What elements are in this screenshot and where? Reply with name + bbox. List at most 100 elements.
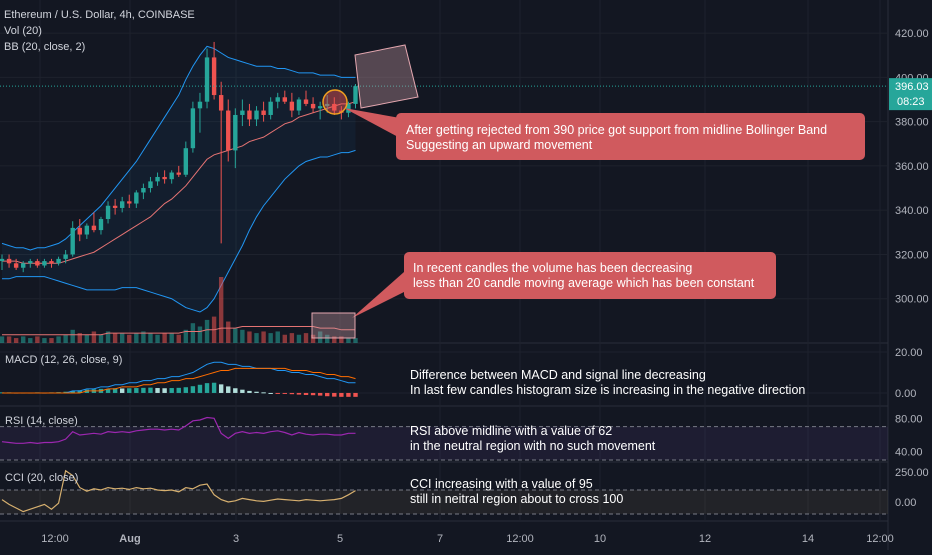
volume-bar[interactable] xyxy=(169,333,174,343)
volume-bar[interactable] xyxy=(289,333,295,343)
macd-histogram-bar[interactable] xyxy=(169,388,174,393)
volume-bar[interactable] xyxy=(183,329,189,343)
candle-body[interactable] xyxy=(162,176,167,180)
candle-body[interactable] xyxy=(141,188,146,193)
candle-body[interactable] xyxy=(218,95,224,111)
macd-histogram-bar[interactable] xyxy=(162,388,167,393)
candle-body[interactable] xyxy=(148,181,153,189)
volume-bar[interactable] xyxy=(98,334,104,343)
candle-body[interactable] xyxy=(77,227,82,235)
macd-histogram-bar[interactable] xyxy=(233,388,238,393)
volume-callout-box[interactable] xyxy=(404,252,776,299)
volume-bar[interactable] xyxy=(49,338,54,343)
volume-bar[interactable] xyxy=(148,333,153,343)
candle-body[interactable] xyxy=(49,261,54,264)
volume-bar[interactable] xyxy=(21,336,26,343)
volume-bar[interactable] xyxy=(105,331,111,343)
volume-bar[interactable] xyxy=(134,333,139,343)
volume-bar[interactable] xyxy=(247,331,252,343)
volume-bar[interactable] xyxy=(303,333,309,343)
volume-bar[interactable] xyxy=(275,331,280,343)
candle-body[interactable] xyxy=(325,103,330,107)
candle-body[interactable] xyxy=(105,205,111,220)
volume-bar[interactable] xyxy=(162,333,167,343)
volume-bar[interactable] xyxy=(77,333,82,343)
macd-histogram-bar[interactable] xyxy=(296,392,302,395)
macd-histogram-bar[interactable] xyxy=(204,383,210,393)
volume-bar[interactable] xyxy=(204,319,210,343)
macd-histogram-bar[interactable] xyxy=(282,392,287,394)
candle-body[interactable] xyxy=(42,261,47,266)
candle-body[interactable] xyxy=(332,103,337,111)
candle-body[interactable] xyxy=(119,201,125,208)
volume-bar[interactable] xyxy=(42,338,47,343)
cci-legend[interactable]: CCI (20, close) xyxy=(5,472,78,484)
volume-bar[interactable] xyxy=(63,334,68,343)
candle-body[interactable] xyxy=(21,263,26,268)
macd-histogram-bar[interactable] xyxy=(240,389,245,393)
macd-histogram-bar[interactable] xyxy=(105,388,111,393)
candle-body[interactable] xyxy=(98,219,104,231)
macd-histogram-bar[interactable] xyxy=(127,388,132,393)
volume-bar[interactable] xyxy=(332,336,337,343)
candle-body[interactable] xyxy=(254,110,259,120)
macd-histogram-bar[interactable] xyxy=(332,392,337,397)
volume-bar[interactable] xyxy=(0,336,5,343)
macd-histogram-bar[interactable] xyxy=(190,386,196,393)
time-axis[interactable]: 12:00 Aug 3 5 7 12:00 10 12 14 12:00 xyxy=(41,533,894,545)
candle-body[interactable] xyxy=(70,227,75,255)
candle-body[interactable] xyxy=(6,258,12,264)
candle-body[interactable] xyxy=(317,106,323,109)
volume-bar[interactable] xyxy=(84,334,90,343)
rsi-legend[interactable]: RSI (14, close) xyxy=(5,415,78,427)
drawing-overlays[interactable] xyxy=(311,44,865,339)
candle-body[interactable] xyxy=(310,103,316,109)
volume-bar[interactable] xyxy=(127,334,132,343)
candle-body[interactable] xyxy=(268,101,273,115)
macd-histogram-bar[interactable] xyxy=(176,387,181,393)
macd-histogram-bar[interactable] xyxy=(353,392,358,397)
candle-body[interactable] xyxy=(261,110,266,115)
symbol-title[interactable]: Ethereum / U.S. Dollar, 4h, COINBASE xyxy=(4,9,195,21)
candle-body[interactable] xyxy=(0,258,5,262)
volume-bar[interactable] xyxy=(325,334,330,343)
bb-legend[interactable]: BB (20, close, 2) xyxy=(4,41,85,53)
macd-histogram-bar[interactable] xyxy=(339,392,344,397)
vol-legend[interactable]: Vol (20) xyxy=(4,25,42,37)
bb-callout-box[interactable] xyxy=(396,113,865,160)
candle-body[interactable] xyxy=(176,172,181,175)
volume-highlight-box[interactable] xyxy=(311,312,356,339)
candle-body[interactable] xyxy=(169,172,174,180)
candle-body[interactable] xyxy=(233,114,238,151)
rsi-pane[interactable] xyxy=(0,416,888,461)
candle-body[interactable] xyxy=(91,225,97,231)
macd-histogram-bar[interactable] xyxy=(183,387,189,393)
candle-body[interactable] xyxy=(190,108,196,149)
volume-bar[interactable] xyxy=(310,334,316,343)
candle-body[interactable] xyxy=(211,57,217,96)
macd-histogram-bar[interactable] xyxy=(226,386,231,393)
macd-pane[interactable] xyxy=(0,361,358,397)
volume-bar[interactable] xyxy=(240,329,245,343)
candle-body[interactable] xyxy=(353,86,358,104)
price-axis[interactable]: 420.00400.00380.00360.00340.00320.00300.… xyxy=(889,28,932,509)
volume-bar[interactable] xyxy=(112,333,118,343)
volume-bar[interactable] xyxy=(13,338,19,343)
macd-histogram-bar[interactable] xyxy=(112,388,118,393)
macd-histogram-bar[interactable] xyxy=(317,392,323,396)
macd-histogram-bar[interactable] xyxy=(303,392,309,395)
volume-bar[interactable] xyxy=(70,329,75,343)
cci-pane[interactable] xyxy=(0,469,888,515)
candle-body[interactable] xyxy=(127,201,132,204)
macd-histogram-bar[interactable] xyxy=(247,390,252,393)
volume-bar[interactable] xyxy=(197,326,203,344)
candle-body[interactable] xyxy=(346,103,351,113)
projection-box[interactable] xyxy=(354,44,419,109)
support-marker-circle[interactable] xyxy=(322,89,348,115)
candle-body[interactable] xyxy=(204,57,210,102)
volume-bar[interactable] xyxy=(346,338,351,343)
macd-histogram-bar[interactable] xyxy=(148,387,153,393)
macd-legend[interactable]: MACD (12, 26, close, 9) xyxy=(5,354,122,366)
macd-histogram-bar[interactable] xyxy=(134,388,139,393)
